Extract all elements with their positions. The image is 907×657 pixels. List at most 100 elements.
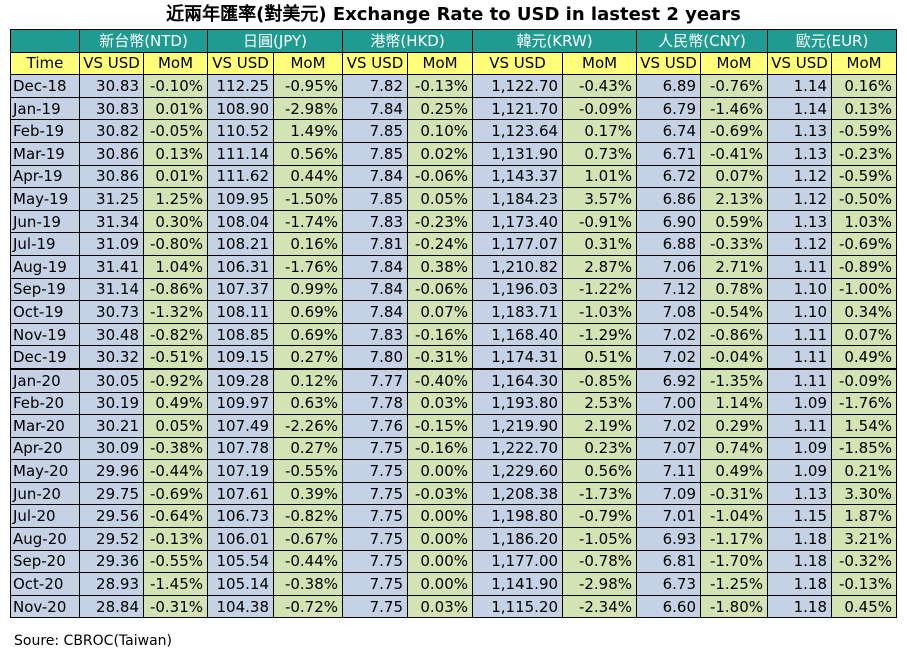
rate-cell: 107.37	[207, 277, 275, 302]
rate-cell: 7.84	[342, 96, 409, 121]
rate-cell: 1.09	[767, 459, 833, 483]
table-row: Nov-20 28.84 -0.31% 104.38 -0.72% 7.75 0.03% 1,…	[10, 594, 898, 619]
rate-cell: 7.01	[636, 504, 702, 529]
mom-cell: -1.74%	[273, 209, 344, 234]
mom-cell: -0.16%	[407, 436, 474, 461]
vs-usd-header: VS USD	[472, 51, 564, 76]
table-row: May-19 31.25 1.25% 109.95 -1.50% 7.85 0.05% 1,1…	[10, 187, 898, 211]
rate-cell: 1,168.40	[472, 322, 564, 347]
mom-cell: 0.00%	[407, 549, 474, 574]
mom-cell: -0.04%	[700, 345, 769, 370]
mom-cell: -0.54%	[700, 300, 769, 324]
rate-cell: 6.79	[636, 96, 702, 121]
currency-header-eur: 歐元(EUR)	[767, 29, 898, 53]
mom-cell: -1.80%	[700, 594, 769, 619]
mom-cell: -2.34%	[562, 594, 638, 619]
mom-cell: -0.80%	[142, 232, 209, 256]
mom-cell: 0.00%	[407, 527, 474, 551]
mom-cell: -2.26%	[273, 414, 344, 438]
rate-cell: 1,196.03	[472, 277, 564, 302]
mom-cell: 0.49%	[700, 459, 769, 483]
time-cell: Feb-19	[10, 119, 80, 143]
table-row: Oct-20 28.93 -1.45% 105.14 -0.38% 7.75 0.00% 1,…	[10, 572, 898, 596]
mom-cell: -0.55%	[142, 549, 209, 574]
mom-cell: -0.33%	[700, 232, 769, 256]
time-cell: Jul-19	[10, 232, 80, 256]
mom-cell: 0.69%	[273, 322, 344, 347]
mom-cell: 0.10%	[407, 119, 474, 143]
mom-cell: -1.32%	[142, 300, 209, 324]
rate-cell: 30.83	[79, 74, 144, 98]
mom-cell: 0.02%	[407, 141, 474, 166]
mom-cell: 0.16%	[273, 232, 344, 256]
mom-cell: 2.71%	[700, 254, 769, 279]
rate-cell: 7.83	[342, 322, 409, 347]
mom-cell: 0.07%	[831, 322, 898, 347]
mom-cell: -1.85%	[831, 436, 898, 461]
mom-cell: 0.69%	[273, 300, 344, 324]
mom-cell: 2.87%	[562, 254, 638, 279]
mom-cell: -0.69%	[142, 481, 209, 506]
mom-cell: -0.72%	[273, 594, 344, 619]
table-title: 近兩年匯率(對美元) Exchange Rate to USD in laste…	[166, 4, 741, 25]
table-row: Nov-19 30.48 -0.82% 108.85 0.69% 7.83 -0.16% 1,…	[10, 322, 898, 347]
mom-cell: 1.87%	[831, 504, 898, 529]
mom-cell: -0.64%	[142, 504, 209, 529]
currency-header-ntd: 新台幣(NTD)	[78, 29, 209, 53]
mom-cell: 0.49%	[831, 345, 898, 370]
mom-cell: -0.31%	[142, 594, 209, 619]
rate-cell: 1.09	[767, 391, 833, 416]
rate-cell: 1.13	[767, 141, 833, 166]
currency-header-jpy: 日圓(JPY)	[207, 29, 344, 53]
time-cell: Dec-18	[10, 74, 80, 98]
rate-cell: 106.73	[207, 504, 275, 529]
corner-cell	[10, 29, 80, 53]
rate-cell: 7.06	[636, 254, 702, 279]
time-cell: Jun-19	[10, 209, 80, 234]
mom-cell: -0.95%	[273, 74, 344, 98]
mom-cell: 0.59%	[700, 209, 769, 234]
time-cell: Sep-20	[10, 549, 80, 574]
mom-header: MoM	[273, 51, 344, 76]
rate-cell: 1.18	[767, 527, 833, 551]
mom-cell: -0.23%	[407, 209, 474, 234]
rate-cell: 1,186.20	[472, 527, 564, 551]
rate-cell: 7.84	[342, 164, 409, 189]
exchange-rate-table: 新台幣(NTD) 日圓(JPY) 港幣(HKD) 韓元(KRW) 人民幣(CNY…	[10, 29, 898, 619]
rate-cell: 106.01	[207, 527, 275, 551]
rate-cell: 30.86	[79, 141, 144, 166]
table-row: Dec-18 30.83 -0.10% 112.25 -0.95% 7.82 -0.13% 1…	[10, 74, 898, 98]
mom-cell: -0.09%	[831, 367, 898, 393]
rate-cell: 7.75	[342, 459, 409, 483]
table-row: Jul-19 31.09 -0.80% 108.21 0.16% 7.81 -0.24% 1,…	[10, 232, 898, 256]
rate-cell: 6.89	[636, 74, 702, 98]
rate-cell: 106.31	[207, 254, 275, 279]
time-cell: Jul-20	[10, 504, 80, 529]
rate-cell: 7.02	[636, 322, 702, 347]
mom-cell: -0.44%	[273, 549, 344, 574]
mom-cell: -0.41%	[700, 141, 769, 166]
time-cell: Jan-19	[10, 96, 80, 121]
rate-cell: 6.74	[636, 119, 702, 143]
rate-cell: 1,210.82	[472, 254, 564, 279]
rate-cell: 1.12	[767, 232, 833, 256]
mom-cell: -1.04%	[700, 504, 769, 529]
time-cell: Mar-19	[10, 141, 80, 166]
mom-cell: 0.00%	[407, 504, 474, 529]
mom-cell: 0.27%	[273, 345, 344, 370]
mom-cell: -0.69%	[831, 232, 898, 256]
mom-cell: -0.23%	[831, 141, 898, 166]
rate-cell: 30.82	[79, 119, 144, 143]
time-cell: Apr-19	[10, 164, 80, 189]
time-cell: Dec-19	[10, 345, 80, 370]
rate-cell: 7.77	[342, 367, 409, 393]
rate-cell: 1,143.37	[472, 164, 564, 189]
rate-cell: 30.09	[79, 436, 144, 461]
mom-header: MoM	[700, 51, 769, 76]
time-cell: May-19	[10, 187, 80, 211]
rate-cell: 1,173.40	[472, 209, 564, 234]
mom-cell: 0.17%	[562, 119, 638, 143]
time-cell: Sep-19	[10, 277, 80, 302]
mom-cell: 0.39%	[273, 481, 344, 506]
rate-cell: 1.11	[767, 254, 833, 279]
